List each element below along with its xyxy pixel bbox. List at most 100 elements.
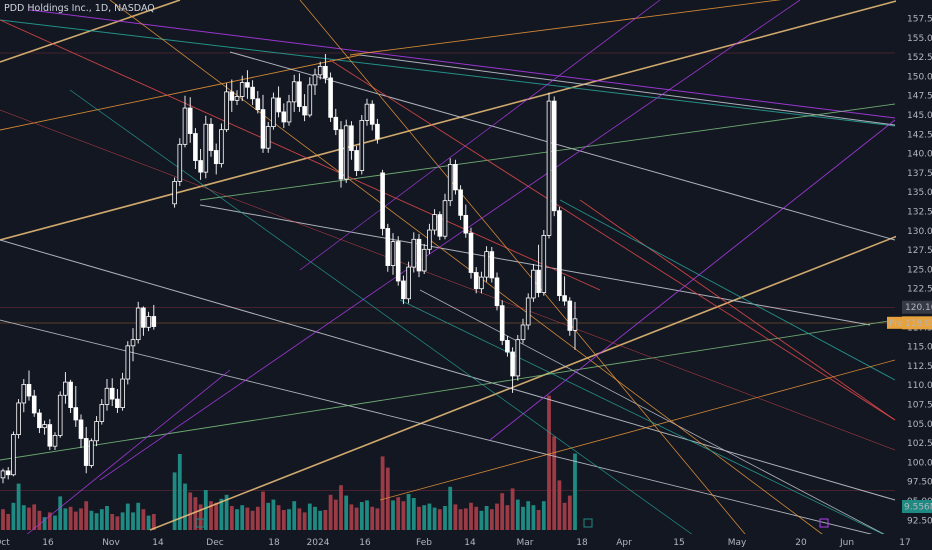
candle-body [89,440,94,466]
volume-bar [255,506,260,530]
candle [369,100,375,131]
volume-bar [47,512,52,530]
trendline [29,9,896,119]
candle [317,61,323,80]
candle-body [432,214,437,231]
candle [146,311,151,332]
volume-bar [136,502,141,530]
candle [89,438,94,468]
candle [172,177,177,208]
candle [213,143,219,175]
candle-body [427,229,432,250]
candle [52,432,58,451]
candle-body [531,269,536,299]
candle-body [505,340,510,353]
candle [531,263,536,302]
candle-body [37,412,42,429]
candle-body [567,300,573,331]
volume-bar [276,505,281,530]
candle [135,301,141,344]
candle-body [458,189,463,216]
volume-bar [297,508,302,530]
volume-bar [27,507,31,530]
volume-bar [224,494,229,530]
time-tick-label: 14 [152,538,164,548]
candle [229,79,235,112]
trendline [99,0,801,481]
candle [224,83,229,132]
candle [463,204,469,238]
time-tick-label: Dec [206,538,223,548]
volume-bar [339,485,343,530]
candle [265,121,271,153]
price-axis[interactable]: 92.5095.0097.50100.00102.50105.00107.501… [896,0,932,550]
candle [525,293,531,330]
earnings-marker [819,518,829,528]
candle-body [453,164,458,191]
time-tick-label: Mar [517,538,534,548]
price-tag-prefix-bg [887,316,905,329]
candle-body [312,74,318,86]
candle [338,121,344,188]
time-tick-label: 16 [42,538,54,548]
trendline [419,289,896,541]
volume-bar [193,497,198,530]
candle-body [120,378,125,408]
volume-bar [417,506,421,530]
price-tick-label: 155.00 [907,34,932,44]
candle [250,80,255,105]
candle [421,243,427,275]
candle-body [198,160,203,173]
candle [468,227,474,279]
price-tick-label: 130.00 [907,227,932,237]
volume-bar [266,502,271,530]
volume-bar [526,501,531,530]
volume-bar [141,509,146,530]
time-axis[interactable]: Oct 16 Nov 14 Dec 18 2024 16 Feb 14 Mar 18 Apr 15 May 2… [0,534,932,550]
volume-bar [32,504,37,530]
candle-body [245,82,250,88]
trendline [69,89,701,541]
candle [239,75,245,102]
candle [219,123,224,168]
volume-bar [437,509,442,530]
candle-body [395,241,401,282]
volume-tag-label: 9.556M [904,503,932,513]
candle [406,261,411,304]
candle-body [239,82,245,97]
candle [57,391,63,438]
time-tick-label: May [728,538,747,548]
price-tick-label: 115.00 [907,343,932,353]
volume-bar [219,498,224,530]
volume-bar [495,503,499,530]
candle [281,103,287,129]
candle-body [224,91,229,131]
volume-bar [489,509,494,530]
price-tick-label: 142.50 [907,130,932,140]
trendline [0,319,896,461]
volume-bar [63,508,68,530]
volume-bar [573,453,577,530]
symbol-title: PDD Holdings Inc., 1D, NASDAQ [4,3,155,14]
volume-bar [125,503,130,530]
candle-body [52,434,58,447]
volume-bar [344,495,349,530]
candle [520,318,526,344]
volume-bar [177,454,182,530]
volume-bar [11,502,16,530]
volume-bar [469,502,473,530]
price-tags: 120.10Pre118.08 9.556M [887,300,932,513]
candle [395,236,401,286]
candle-body [135,307,141,341]
candle-body [442,200,448,237]
trendline [559,199,896,381]
candle-body [551,100,557,212]
candle [510,347,515,393]
candle-body [499,305,505,341]
candle [359,115,365,175]
candle [260,94,266,153]
candle-body [73,407,79,421]
candle [182,95,188,148]
price-tick-label: 92.50 [907,516,932,526]
